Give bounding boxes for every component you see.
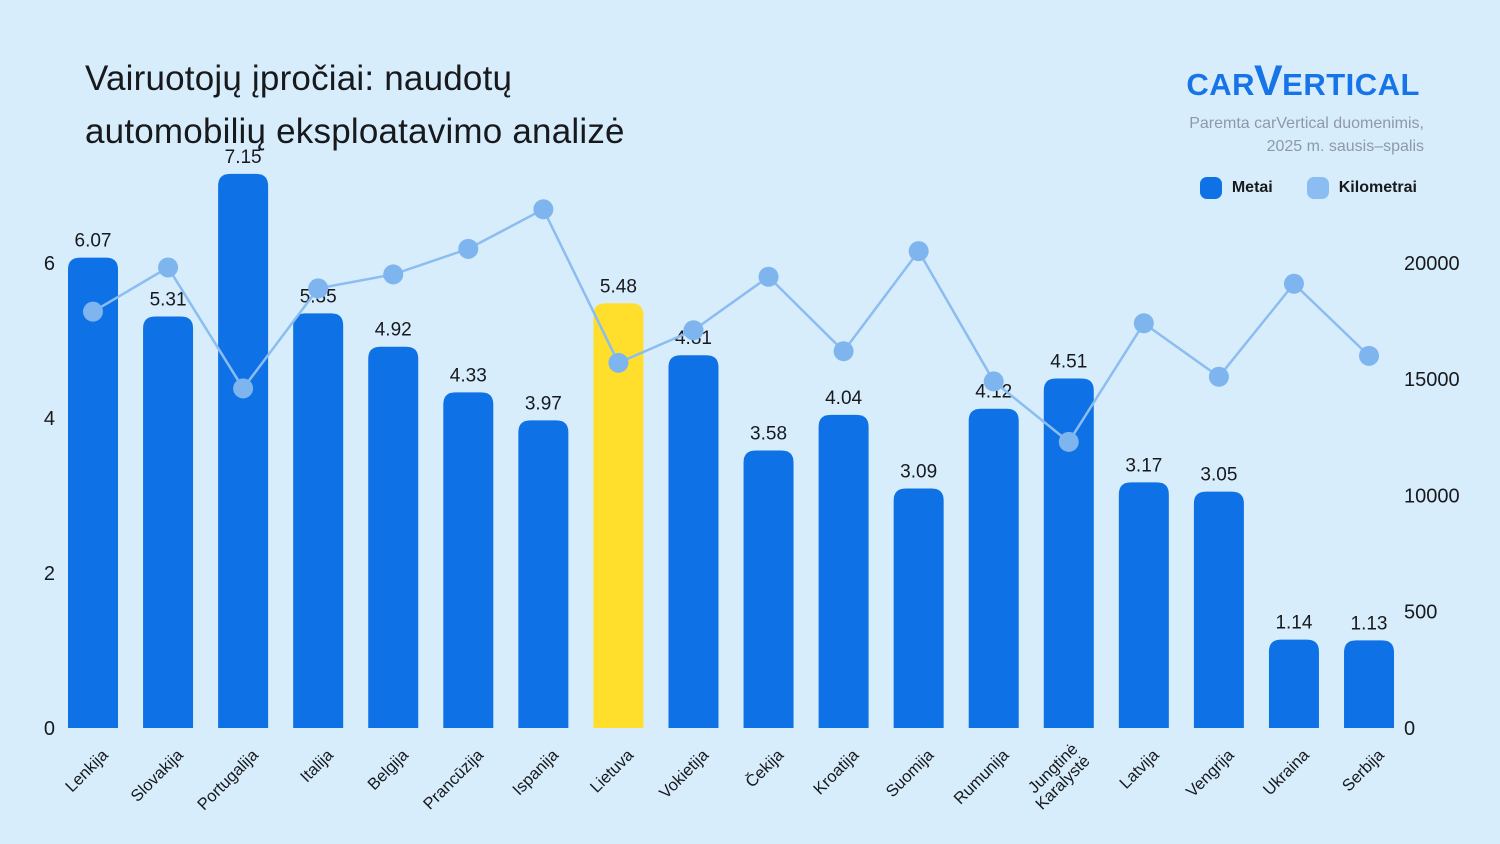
x-label-italija: Italija bbox=[297, 746, 338, 787]
metai-swatch-icon bbox=[1199, 177, 1222, 199]
right-axis-tick-500: 500 bbox=[1404, 602, 1437, 624]
line-point-latvija bbox=[1133, 313, 1154, 334]
bar-prancuzija bbox=[443, 392, 494, 728]
bar-belgija bbox=[368, 346, 419, 728]
bar-value-serbija: 1.13 bbox=[1351, 613, 1388, 634]
legend-label-kilometrai: Kilometrai bbox=[1338, 179, 1417, 196]
right-axis-tick-0: 0 bbox=[1404, 718, 1415, 740]
line-point-lietuva bbox=[608, 352, 629, 373]
line-point-serbija bbox=[1359, 345, 1380, 366]
chart-title-line2: automobilių eksploatavimo analizė bbox=[85, 112, 625, 151]
bar-rumunija bbox=[968, 408, 1019, 728]
bar-value-lenkija: 6.07 bbox=[75, 231, 112, 252]
line-point-belgija bbox=[383, 264, 404, 285]
left-axis-tick-0: 0 bbox=[44, 718, 55, 740]
left-axis-tick-6: 6 bbox=[44, 253, 55, 275]
x-label-vengrija: Vengrija bbox=[1183, 746, 1238, 801]
x-label-prancuzija: Prancūzija bbox=[420, 746, 488, 814]
legend-item-metai: Metai bbox=[1199, 177, 1273, 199]
bar-value-rumunija: 4.12 bbox=[975, 382, 1012, 403]
kilometrai-line bbox=[92, 207, 1370, 444]
chart-title: Vairuotojų įpročiai: naudotų automobilių… bbox=[85, 52, 625, 158]
kilometrai-swatch-icon bbox=[1306, 177, 1329, 199]
logo-v-mark: V bbox=[1253, 57, 1284, 105]
legend: Metai Kilometrai bbox=[1199, 177, 1417, 199]
line-point-suomija bbox=[908, 241, 929, 262]
legend-item-kilometrai: Kilometrai bbox=[1306, 177, 1417, 199]
line-point-kroatija bbox=[833, 341, 854, 362]
bar-kroatija bbox=[818, 414, 869, 728]
right-axis-tick-20000: 20000 bbox=[1404, 253, 1460, 275]
chart-title-line1: Vairuotojų įpročiai: naudotų bbox=[85, 59, 513, 98]
bar-value-jungtine-karalyste: 4.51 bbox=[1050, 351, 1087, 372]
line-point-rumunija bbox=[983, 371, 1004, 392]
line-point-lenkija bbox=[83, 301, 103, 322]
bar-value-suomija: 3.09 bbox=[900, 462, 937, 483]
logo-text-car: CAR bbox=[1186, 67, 1255, 102]
legend-label-metai: Metai bbox=[1231, 179, 1273, 196]
bar-ukraina bbox=[1268, 639, 1319, 728]
line-point-jungtine-karalyste bbox=[1058, 431, 1079, 452]
line-point-ukraina bbox=[1283, 273, 1304, 294]
x-label-latvija: Latvija bbox=[1116, 746, 1163, 793]
bar-value-slovakija: 5.31 bbox=[150, 289, 187, 310]
line-point-cekija bbox=[758, 266, 779, 287]
bar-lenkija bbox=[68, 257, 118, 728]
bar-vengrija bbox=[1193, 491, 1244, 728]
line-point-prancuzija bbox=[458, 238, 479, 259]
data-source-line1: Paremta carVertical duomenimis, bbox=[1189, 115, 1424, 132]
bar-value-vengrija: 3.05 bbox=[1200, 465, 1237, 486]
line-point-vengrija bbox=[1208, 366, 1229, 387]
bar-value-belgija: 4.92 bbox=[375, 320, 412, 341]
data-source-line2: 2025 m. sausis–spalis bbox=[1266, 138, 1424, 155]
line-point-slovakija bbox=[158, 257, 179, 278]
x-label-lenkija: Lenkija bbox=[62, 746, 112, 796]
data-source-note: Paremta carVertical duomenimis, 2025 m. … bbox=[1189, 112, 1424, 158]
bar-ispanija bbox=[518, 420, 569, 728]
bar-latvija bbox=[1118, 482, 1169, 728]
x-label-suomija: Suomija bbox=[883, 746, 938, 801]
bar-suomija bbox=[893, 488, 944, 728]
x-label-vokietija: Vokietija bbox=[656, 746, 713, 803]
bar-jungtine-karalyste bbox=[1043, 378, 1094, 728]
left-axis-tick-4: 4 bbox=[44, 408, 55, 430]
carvertical-logo: CAR V ERTICAL bbox=[1186, 60, 1420, 103]
x-label-lietuva: Lietuva bbox=[587, 746, 638, 797]
x-label-cekija: Čekija bbox=[742, 745, 788, 791]
bar-vokietija bbox=[668, 355, 719, 728]
right-axis-tick-10000: 10000 bbox=[1404, 485, 1460, 507]
x-label-ukraina: Ukraina bbox=[1260, 746, 1314, 800]
line-point-portugalija bbox=[233, 378, 254, 399]
bar-value-latvija: 3.17 bbox=[1125, 455, 1162, 476]
bar-value-cekija: 3.58 bbox=[750, 424, 787, 445]
bar-value-ukraina: 1.14 bbox=[1275, 613, 1312, 634]
x-label-serbija: Serbija bbox=[1339, 746, 1389, 796]
bar-cekija bbox=[743, 450, 794, 728]
x-label-slovakija: Slovakija bbox=[127, 746, 187, 806]
bar-lietuva bbox=[593, 303, 644, 728]
bar-value-lietuva: 5.48 bbox=[600, 276, 637, 297]
bar-slovakija bbox=[143, 316, 194, 728]
bar-portugalija bbox=[218, 173, 269, 728]
x-label-portugalija: Portugalija bbox=[194, 746, 262, 814]
line-point-vokietija bbox=[683, 320, 704, 341]
bar-value-portugalija: 7.15 bbox=[225, 147, 262, 168]
bar-value-ispanija: 3.97 bbox=[525, 393, 562, 414]
bar-value-prancuzija: 4.33 bbox=[450, 365, 487, 386]
x-label-kroatija: Kroatija bbox=[810, 746, 863, 799]
x-label-belgija: Belgija bbox=[364, 746, 412, 794]
logo-text-ertical: ERTICAL bbox=[1282, 67, 1420, 102]
right-axis-tick-15000: 15000 bbox=[1404, 369, 1460, 391]
left-axis-tick-2: 2 bbox=[44, 563, 55, 585]
bar-serbija bbox=[1344, 640, 1395, 728]
x-label-ispanija: Ispanija bbox=[509, 746, 563, 800]
line-point-ispanija bbox=[533, 199, 554, 220]
x-label-rumunija: Rumunija bbox=[951, 746, 1014, 809]
line-point-italija bbox=[308, 278, 329, 299]
bar-italija bbox=[293, 313, 344, 728]
bar-value-kroatija: 4.04 bbox=[825, 388, 862, 409]
x-label-jungtine-karalyste: JungtinėKaralystė bbox=[1020, 740, 1093, 813]
